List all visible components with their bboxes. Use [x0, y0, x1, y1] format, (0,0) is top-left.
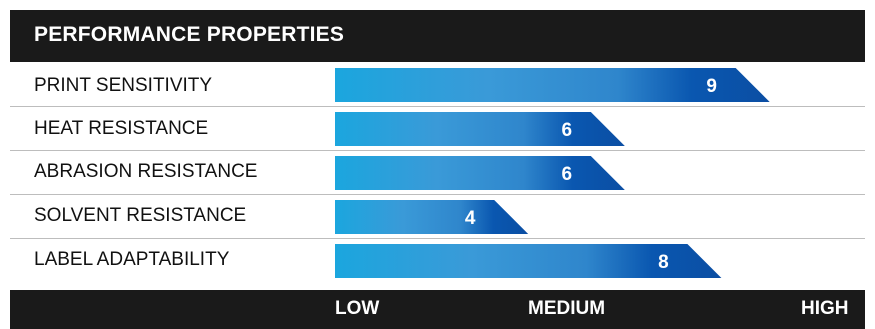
row-divider: [10, 106, 865, 107]
bar-group: 9 6 6 4 8: [335, 68, 770, 278]
row-divider: [10, 194, 865, 195]
category-label-abrasion-resistance: ABRASION RESISTANCE: [34, 161, 258, 182]
chart-header: PERFORMANCE PROPERTIES: [10, 10, 865, 62]
bar-value-label: 6: [562, 120, 573, 141]
category-label-print-sensitivity: PRINT SENSITIVITY: [34, 75, 213, 96]
bar-abrasion-resistance: [335, 156, 625, 190]
category-label-label-adaptability: LABEL ADAPTABILITY: [34, 249, 230, 270]
scale-label-medium: MEDIUM: [528, 298, 606, 319]
chart-title: PERFORMANCE PROPERTIES: [34, 23, 345, 46]
bar-label-adaptability: [335, 244, 722, 278]
bar-value-label: 4: [465, 208, 476, 229]
scale-footer: [10, 290, 865, 329]
category-label-heat-resistance: HEAT RESISTANCE: [34, 118, 209, 139]
bar-value-label: 9: [706, 76, 717, 97]
bar-value-label: 8: [658, 252, 669, 273]
bar-solvent-resistance: [335, 200, 529, 234]
row-divider: [10, 238, 865, 239]
row-divider: [10, 150, 865, 151]
bar-value-label: 6: [562, 164, 573, 185]
bar-print-sensitivity: [335, 68, 770, 102]
scale-label-low: LOW: [335, 298, 380, 319]
bar-heat-resistance: [335, 112, 625, 146]
scale-label-high: HIGH: [801, 298, 849, 319]
category-label-solvent-resistance: SOLVENT RESISTANCE: [34, 205, 247, 226]
